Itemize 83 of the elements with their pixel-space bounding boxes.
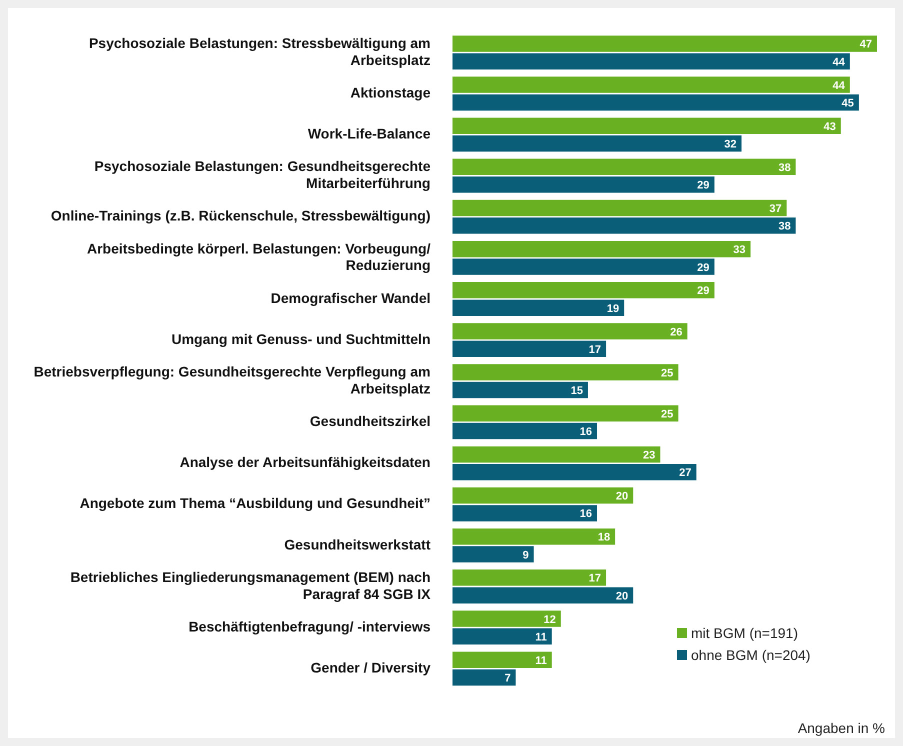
data-label: 33 bbox=[733, 244, 746, 256]
bar bbox=[452, 464, 696, 480]
bar bbox=[452, 240, 751, 258]
data-label: 44 bbox=[832, 56, 846, 68]
bar bbox=[452, 382, 588, 398]
data-label: 19 bbox=[606, 302, 620, 315]
data-label: 27 bbox=[679, 467, 692, 480]
data-label: 17 bbox=[588, 344, 602, 356]
bar bbox=[452, 76, 850, 93]
bar bbox=[452, 36, 877, 52]
data-label: 23 bbox=[642, 449, 656, 462]
data-label: 37 bbox=[769, 203, 782, 216]
bar bbox=[452, 53, 850, 70]
bar bbox=[452, 176, 714, 193]
bar bbox=[452, 258, 714, 275]
bar bbox=[452, 587, 634, 604]
data-label: 38 bbox=[778, 220, 791, 233]
bar bbox=[452, 364, 678, 380]
y-tick-label: Psychosoziale Belastungen: Stressbewältigung am Arbeitsplatz bbox=[88, 34, 430, 68]
bar bbox=[452, 422, 598, 440]
bar bbox=[452, 505, 598, 522]
bar bbox=[452, 487, 634, 504]
data-label: 29 bbox=[697, 285, 710, 298]
y-tick-label: Beschäftigtenbefragung/ -interviews bbox=[188, 618, 431, 634]
y-tick-label: Online-Trainings (z.B. Rückenschule, Stressbewältigung) bbox=[50, 208, 430, 224]
data-label: 43 bbox=[824, 120, 836, 133]
y-tick-label: Analyse der Arbeitsunfähigkeitsdaten bbox=[180, 454, 430, 470]
bar bbox=[452, 200, 787, 216]
data-label: 15 bbox=[570, 385, 583, 397]
bar bbox=[452, 300, 624, 316]
bar bbox=[452, 546, 534, 562]
bar bbox=[452, 628, 552, 645]
data-label: 7 bbox=[504, 672, 511, 685]
bar bbox=[452, 135, 742, 152]
text: Angaben in % bbox=[798, 720, 885, 736]
data-label: 32 bbox=[724, 138, 737, 151]
data-label: 29 bbox=[697, 262, 710, 274]
data-label: 9 bbox=[522, 549, 529, 562]
data-label: 25 bbox=[661, 408, 674, 420]
data-label: 16 bbox=[580, 426, 592, 438]
bar bbox=[452, 340, 606, 358]
data-label: 45 bbox=[842, 97, 854, 110]
data-label: 20 bbox=[616, 490, 628, 503]
data-label: 11 bbox=[535, 631, 547, 644]
y-tick-label: Umgang mit Genuss- und Suchtmitteln bbox=[171, 330, 430, 347]
bar bbox=[452, 669, 516, 686]
data-label: 38 bbox=[778, 162, 791, 174]
y-tick-label: Betriebsverpflegung: Gesundheitsgerechte Verpflegung am Arbeitsplatz bbox=[34, 364, 430, 396]
y-tick-label: Aktionstage bbox=[350, 84, 431, 100]
y-tick-label: Gesundheitszirkel bbox=[310, 413, 430, 430]
legend-label: mit BGM (n=191) bbox=[691, 625, 798, 642]
bar bbox=[452, 218, 796, 234]
bar bbox=[452, 158, 796, 176]
y-tick-label: Angebote zum Thema “Ausbildung und Gesundheit” bbox=[80, 495, 430, 512]
legend-label: ohne BGM (n=204) bbox=[691, 647, 810, 664]
data-label: 17 bbox=[588, 572, 602, 585]
data-label: 12 bbox=[544, 614, 556, 626]
bar bbox=[452, 652, 552, 668]
bar bbox=[452, 282, 714, 298]
bar bbox=[452, 323, 688, 340]
bar bbox=[452, 610, 561, 627]
data-label: 18 bbox=[598, 532, 610, 544]
bar bbox=[452, 118, 841, 134]
data-label: 11 bbox=[535, 654, 547, 667]
y-tick-label: Betriebliches Eingliederungsmanagement (BEM) nach Paragraf 84 SGB IX bbox=[70, 568, 432, 602]
bar bbox=[452, 446, 660, 463]
data-label: 44 bbox=[832, 80, 846, 92]
data-label: 25 bbox=[661, 367, 674, 380]
data-label: 16 bbox=[580, 508, 592, 520]
y-tick-label: Gender / Diversity bbox=[310, 660, 431, 676]
data-label: 47 bbox=[860, 38, 872, 51]
y-tick-label: Demografischer Wandel bbox=[270, 290, 430, 306]
y-tick-label: Arbeitsbedingte körperl. Belastungen: Vorbeugung/ Reduzierung bbox=[86, 240, 431, 274]
y-tick-label: Work-Life-Balance bbox=[308, 126, 431, 142]
data-label: 20 bbox=[616, 590, 628, 602]
data-label: 29 bbox=[697, 180, 710, 192]
bar bbox=[452, 405, 678, 422]
bar bbox=[452, 528, 616, 545]
bar bbox=[452, 570, 606, 586]
bar bbox=[452, 94, 859, 111]
y-tick-label: Gesundheitswerkstatt bbox=[284, 536, 431, 552]
data-label: 26 bbox=[670, 326, 682, 338]
y-tick-label: Psychosoziale Belastungen: Gesundheitsgerechte Mitarbeiterführung bbox=[94, 158, 431, 192]
